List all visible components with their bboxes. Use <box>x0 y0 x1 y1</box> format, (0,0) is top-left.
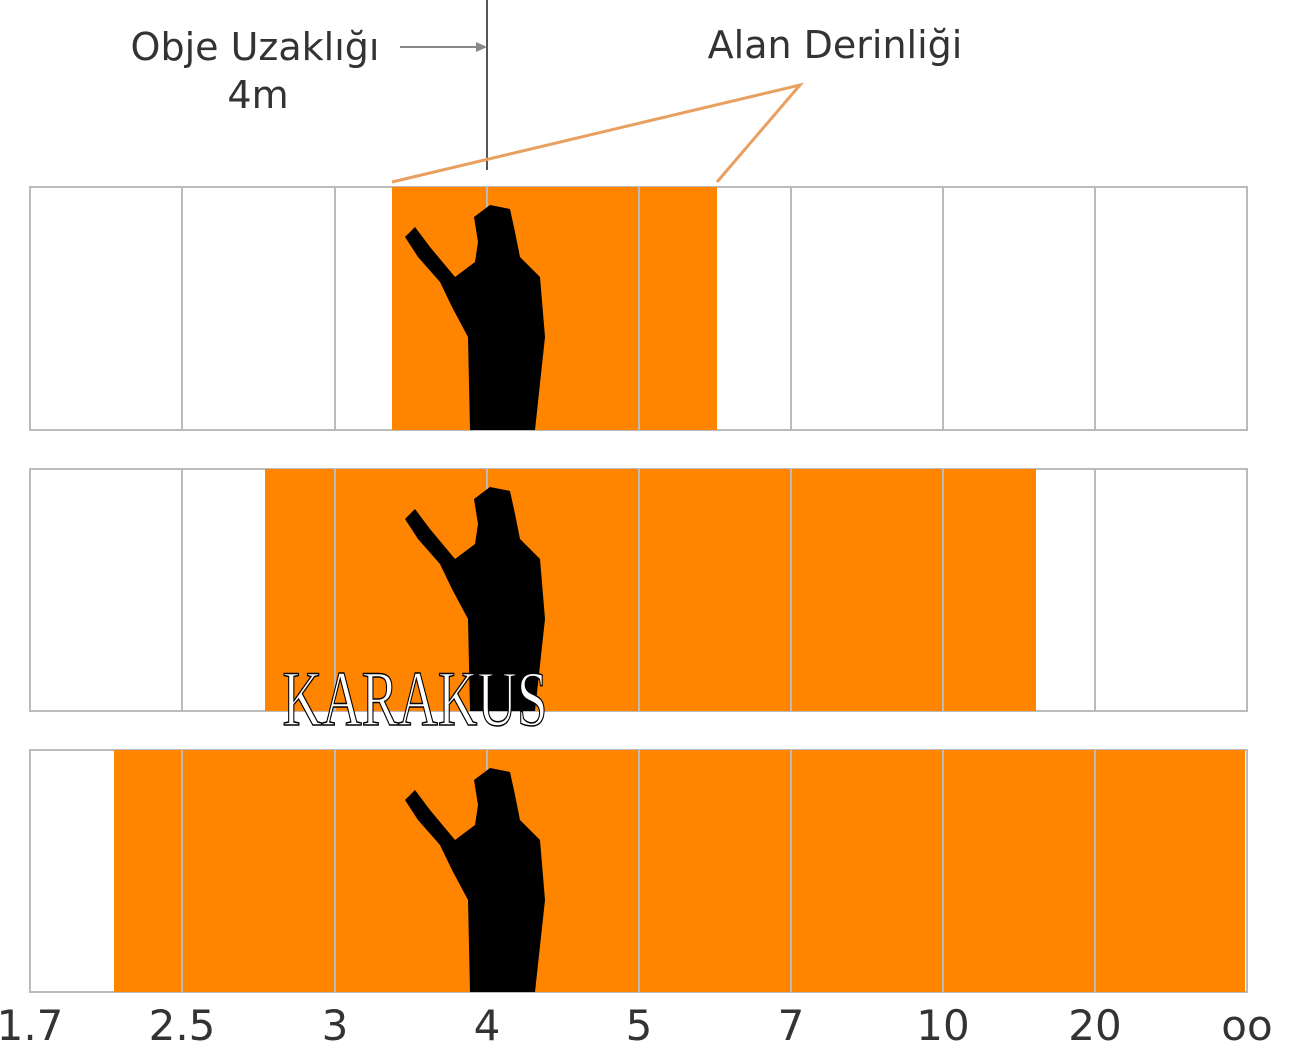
scale-label: 4 <box>474 1001 501 1048</box>
watermark: KARAKUS <box>283 655 548 742</box>
scale-label: 5 <box>626 1001 653 1048</box>
scale-label: 20 <box>1068 1001 1121 1048</box>
depth-of-field-label: Alan Derinliği <box>708 23 963 67</box>
focus-zone <box>392 187 717 430</box>
rows <box>30 187 1247 992</box>
scale-label: 1.7 <box>0 1001 63 1048</box>
subject-distance-label: Obje Uzaklığı <box>131 25 380 69</box>
scale: 1.7 2.5 3 4 5 7 10 20 oo <box>0 1001 1273 1048</box>
scale-label: 7 <box>778 1001 805 1048</box>
scale-label: 2.5 <box>149 1001 216 1048</box>
depth-of-field-diagram: Obje Uzaklığı 4m Alan Derinliği 1.7 2.5 3 4… <box>0 0 1291 1048</box>
scale-label: 3 <box>322 1001 349 1048</box>
scale-label: 10 <box>916 1001 969 1048</box>
dof-pointer <box>392 85 800 182</box>
subject-distance-value: 4m <box>227 73 288 117</box>
focus-zone <box>114 750 1245 992</box>
scale-label: oo <box>1221 1001 1272 1048</box>
arrow-head <box>476 42 487 52</box>
